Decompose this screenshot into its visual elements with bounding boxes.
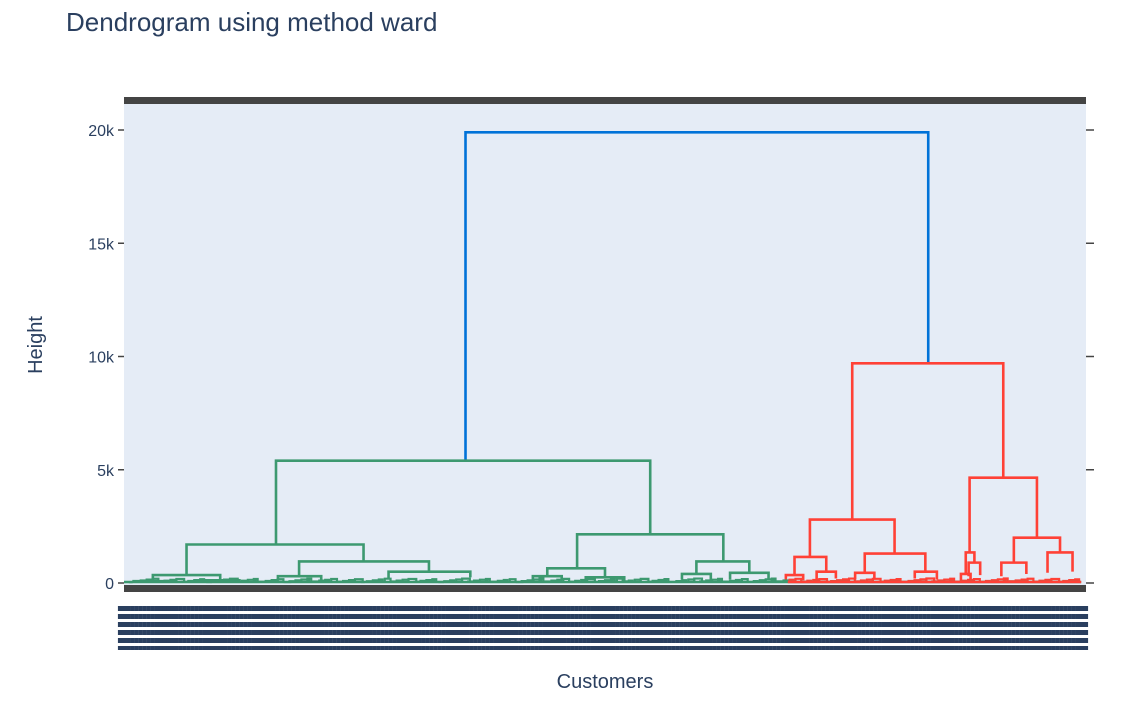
frame-bottom [124, 585, 1086, 592]
plot-frame [124, 97, 1086, 592]
dendrogram-link [545, 566, 607, 578]
dendrogram-link [863, 552, 927, 573]
dendrogram-link [1000, 561, 1028, 577]
dendrogram-link [793, 555, 828, 576]
plot-area [124, 101, 1086, 590]
dendrogram-link [850, 361, 1005, 520]
y-tick-label: 5k [97, 463, 115, 480]
dendrogram-link [959, 572, 972, 581]
dendrogram-links [124, 130, 1082, 584]
dendrogram-link [853, 571, 876, 580]
chart-title: Dendrogram using method ward [66, 7, 437, 37]
dendrogram-link [1046, 551, 1074, 573]
dendrogram-link [815, 570, 838, 580]
y-tick-label: 20k [88, 123, 115, 140]
dendrogram-link [274, 459, 652, 545]
dendrogram-link [297, 560, 431, 577]
dendrogram-link [185, 543, 365, 576]
dendrogram-link [964, 551, 976, 574]
y-tick-label: 15k [88, 236, 115, 253]
dendrogram-link [680, 572, 713, 580]
dendrogram-link [967, 561, 982, 577]
dendrogram-link [695, 560, 751, 574]
dendrogram-link [575, 533, 725, 569]
dendrogram-link [913, 570, 939, 580]
dendrogram-link [464, 130, 930, 461]
dendrogram-link [968, 476, 1039, 553]
dendrogram-link [784, 573, 805, 581]
dendrogram-link [808, 518, 896, 557]
y-axis-title: Height [25, 316, 47, 374]
dendrogram-link [387, 570, 472, 579]
dendrogram-link [728, 571, 770, 580]
y-tick-label: 0 [105, 576, 114, 593]
leaf-labels [117, 606, 1089, 650]
y-axis: 0 5k 10k 15k 20k [88, 123, 1094, 593]
y-tick-label: 10k [88, 350, 115, 367]
leaf-link [1002, 577, 1009, 583]
dendrogram-link [1012, 536, 1062, 563]
x-axis-title: Customers [557, 671, 654, 693]
frame-top [124, 97, 1086, 104]
